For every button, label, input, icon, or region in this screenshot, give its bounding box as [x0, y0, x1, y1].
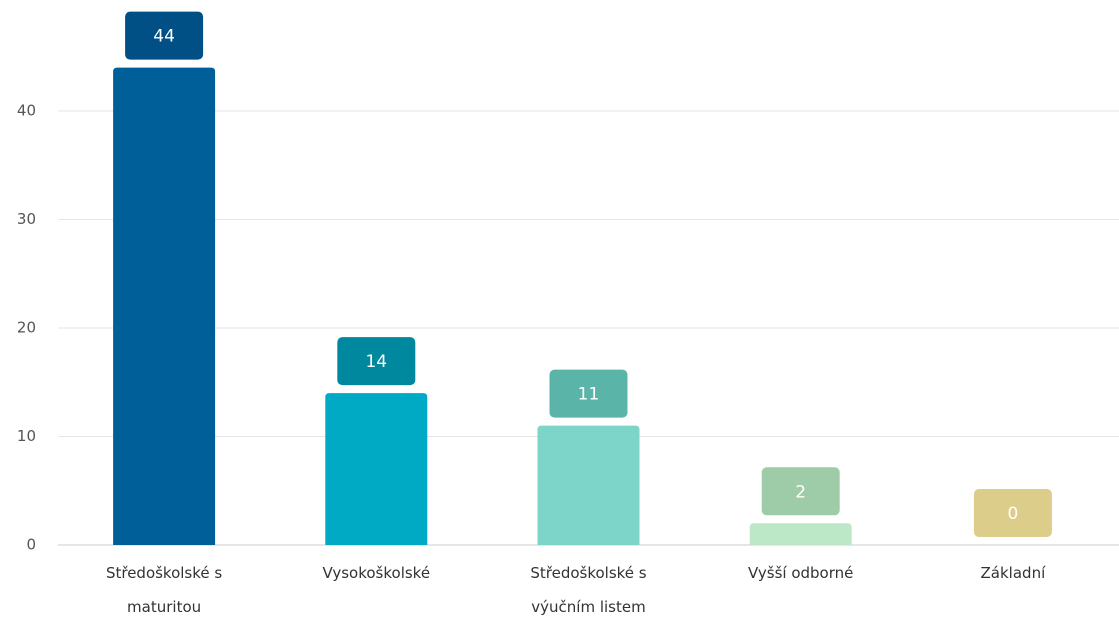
value-label: 14 [365, 352, 387, 372]
x-tick-label: Vysokoškolské [322, 564, 431, 582]
value-label: 2 [795, 482, 806, 502]
value-label: 44 [153, 27, 175, 47]
value-label: 0 [1007, 504, 1018, 524]
y-tick-label: 40 [17, 102, 36, 120]
x-tick-label: Středoškolské s výučním listem [530, 564, 647, 616]
y-tick-label: 0 [26, 536, 36, 554]
y-tick-label: 10 [17, 427, 36, 445]
x-tick-label: Základní [980, 564, 1046, 582]
bar [113, 67, 216, 545]
x-tick-label: Středoškolské s maturitou [105, 564, 223, 616]
value-label-box [549, 369, 628, 418]
bar [325, 393, 428, 545]
bar [537, 425, 640, 545]
y-tick-label: 20 [17, 319, 36, 337]
value-label-box [125, 11, 204, 60]
value-label-box [761, 467, 840, 516]
value-label: 11 [578, 385, 600, 405]
x-tick-label: Vyšší odborné [748, 564, 854, 582]
bar [749, 523, 852, 545]
value-label-box [973, 489, 1052, 537]
value-label-box [337, 337, 416, 386]
y-tick-label: 30 [17, 210, 36, 228]
